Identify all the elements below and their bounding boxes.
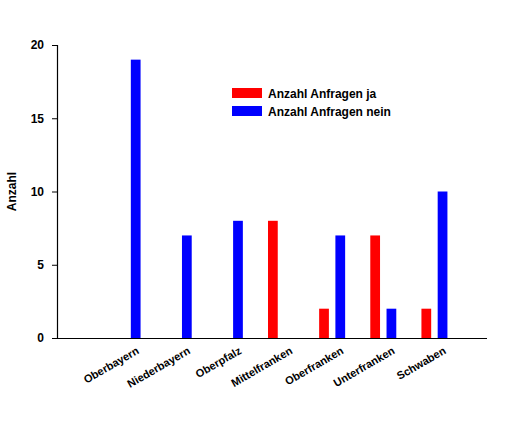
y-tick-mark [52, 265, 57, 266]
y-tick: 20 [31, 38, 57, 52]
legend-item: Anzahl Anfragen nein [232, 105, 391, 119]
y-tick-label: 10 [31, 185, 45, 199]
y-tick-label: 0 [37, 331, 44, 345]
y-tick-label: 15 [31, 112, 45, 126]
y-axis: 0 5 10 15 20 [31, 38, 58, 345]
bar [233, 221, 243, 338]
bars [131, 60, 448, 338]
y-tick-label: 20 [31, 38, 45, 52]
chart: 0 5 10 15 20 OberbayernNiederbayernOberpfalzM… [0, 0, 510, 428]
y-tick: 10 [31, 185, 57, 199]
y-tick-mark [52, 118, 57, 119]
y-axis-title: Anzahl [5, 172, 19, 211]
bar [319, 309, 329, 338]
y-tick-mark [52, 192, 57, 193]
y-tick-label: 5 [37, 258, 44, 272]
bar [370, 235, 380, 338]
x-axis-line [57, 338, 487, 339]
bar [335, 235, 345, 338]
bar [387, 309, 397, 338]
y-tick: 15 [31, 112, 57, 126]
legend-label: Anzahl Anfragen nein [268, 105, 391, 119]
x-axis: OberbayernNiederbayernOberpfalzMittelfra… [57, 338, 487, 390]
x-tick: Schwaben [395, 338, 448, 382]
legend-swatch [232, 88, 262, 98]
x-tick-label: Unterfranken [331, 344, 397, 389]
bar [268, 221, 278, 338]
legend-swatch [232, 106, 262, 116]
legend: Anzahl Anfragen ja Anzahl Anfragen nein [232, 87, 391, 119]
x-tick: Unterfranken [331, 338, 397, 389]
bar [438, 192, 448, 339]
legend-item: Anzahl Anfragen ja [232, 87, 377, 101]
bar [131, 60, 141, 338]
legend-label: Anzahl Anfragen ja [268, 87, 377, 101]
y-tick-mark [52, 45, 57, 46]
y-axis-line [52, 46, 58, 339]
y-tick: 5 [37, 258, 57, 272]
x-tick-label: Niederbayern [125, 344, 192, 390]
x-tick-label: Schwaben [395, 344, 448, 382]
bar [421, 309, 431, 338]
y-tick: 0 [37, 331, 57, 345]
bar [182, 235, 192, 338]
y-tick-mark [52, 338, 57, 339]
x-tick: Niederbayern [125, 338, 192, 390]
